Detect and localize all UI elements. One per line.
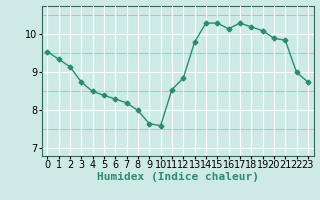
X-axis label: Humidex (Indice chaleur): Humidex (Indice chaleur): [97, 172, 259, 182]
